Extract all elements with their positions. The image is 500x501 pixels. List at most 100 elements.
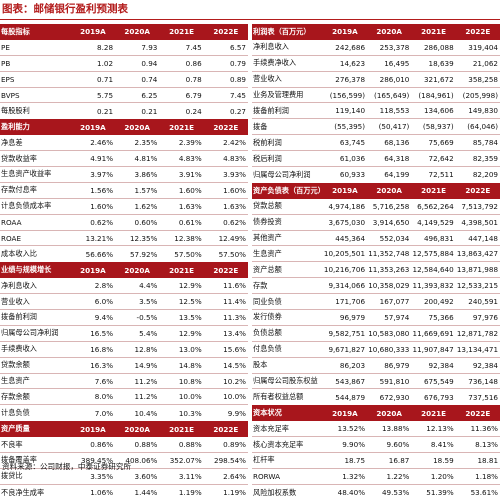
year-header: 2020A [124, 27, 150, 37]
row-label: 所有者权益总额 [253, 392, 304, 402]
cell-value: 321,672 [423, 74, 454, 84]
table-section: 资本状况 2019A 2020A 2021E 2022E 资本充足率 13.52% 13.88… [252, 405, 500, 500]
row-label: 业务及管理费用 [253, 90, 304, 99]
cell-value: 11,353,263 [368, 265, 410, 275]
table-row: 税后利润 61,036 64,318 72,642 82,359 [252, 151, 500, 168]
left-column: 每股指标 2019A 2020A 2021E 2022E PE 8.28 7.93 7.45 6.… [0, 24, 248, 501]
cell-value: 0.88% [134, 440, 158, 450]
cell-value: 6.0% [94, 297, 114, 307]
cell-value: 0.21 [97, 106, 114, 116]
cell-value: 61,036 [339, 154, 366, 164]
cell-value: 1.20% [430, 471, 454, 481]
table-row: 归属母公司股东权益 543,867 591,810 675,549 736,148 [252, 374, 500, 390]
row-label: 每股股利 [1, 106, 30, 116]
cell-value: 92,384 [428, 360, 454, 370]
right-column: 利润表（百万元） 2019A 2020A 2021E 2022E 净利息收入 242,686… [252, 24, 500, 501]
section-header-label: 业绩与规模增长 [1, 265, 52, 275]
year-header: 2020A [124, 265, 150, 275]
cell-value: 13.88% [381, 424, 410, 434]
cell-value: 12.38% [174, 233, 202, 243]
cell-value: 0.88% [178, 440, 202, 450]
cell-value: 10.2% [223, 376, 247, 386]
cell-value: (184,961) [418, 90, 454, 100]
cell-value: 447,148 [468, 233, 499, 243]
cell-value: 389.45% [81, 455, 114, 465]
row-label: BVPS [1, 90, 20, 100]
row-label: 存款余额 [1, 391, 30, 401]
cell-value: 298.54% [214, 455, 247, 465]
year-header: 2021E [421, 186, 446, 196]
table-row: 成本收入比 56.66% 57.92% 57.50% 57.50% [0, 246, 248, 262]
year-header: 2019A [80, 265, 106, 275]
cell-value: 12,533,215 [456, 281, 499, 291]
cell-value: 0.61% [178, 217, 202, 227]
row-label: 归属母公司净利润 [253, 169, 311, 179]
row-label: 计息负债成本率 [1, 201, 52, 211]
cell-value: 171,706 [335, 297, 366, 307]
cell-value: 57,974 [384, 312, 410, 322]
table-row: 风险加权系数 48.40% 49.53% 51.39% 53.61% [252, 485, 500, 501]
cell-value: 544,879 [335, 392, 366, 402]
cell-value: 0.60% [134, 217, 158, 227]
cell-value: 0.86% [90, 440, 114, 450]
cell-value: 57.50% [218, 249, 247, 259]
cell-value: 253,378 [379, 42, 410, 52]
cell-value: 0.21 [141, 106, 158, 116]
cell-value: 10,680,333 [368, 344, 410, 354]
cell-value: (156,599) [329, 90, 366, 100]
cell-value: 0.62% [223, 217, 247, 227]
row-label: 拨备 [253, 121, 268, 131]
table-section: 业绩与规模增长 2019A 2020A 2021E 2022E 净利息收入 2.8% 4.4%… [0, 262, 248, 421]
table-row: 归属母公司净利润 16.5% 5.4% 12.9% 13.4% [0, 326, 248, 342]
cell-value: 9.90% [342, 440, 366, 450]
table-row: ROAA 0.62% 0.60% 0.61% 0.62% [0, 215, 248, 231]
table-row: 归属母公司净利润 60,933 64,199 72,511 82,209 [252, 167, 500, 183]
cell-value: 97,976 [472, 312, 499, 322]
table-row: 不良率 0.86% 0.88% 0.88% 0.89% [0, 437, 248, 454]
cell-value: 2.8% [94, 281, 114, 291]
year-header: 2021E [169, 27, 194, 37]
year-header: 2021E [169, 424, 194, 434]
cell-value: 1.56% [90, 185, 114, 195]
cell-value: 8.13% [475, 440, 499, 450]
cell-value: 3,675,030 [328, 217, 366, 227]
table-row: 手续费收入 16.8% 12.8% 13.0% 15.6% [0, 342, 248, 358]
cell-value: 319,404 [468, 42, 499, 52]
table-section: 利润表（百万元） 2019A 2020A 2021E 2022E 净利息收入 242,686… [252, 24, 500, 183]
cell-value: 12.8% [134, 344, 158, 354]
row-label: 发行债券 [253, 312, 282, 322]
cell-value: 57.92% [129, 249, 158, 259]
table-row: 手续费净收入 14,623 16,495 18,639 21,062 [252, 56, 500, 72]
cell-value: 543,867 [335, 376, 366, 386]
cell-value: 1.62% [134, 201, 158, 211]
cell-value: 96,979 [339, 312, 366, 322]
table-row: EPS 0.71 0.74 0.78 0.89 [0, 72, 248, 88]
cell-value: 11.3% [223, 312, 247, 322]
table-row: 债券投资 3,675,030 3,914,650 4,149,529 4,398,501 [252, 215, 500, 231]
figure-title: 图表：邮储银行盈利预测表 [2, 3, 128, 15]
cell-value: 1.63% [178, 201, 202, 211]
row-label: 债券投资 [253, 217, 282, 227]
cell-value: 12.13% [426, 424, 454, 434]
cell-value: (64,046) [467, 122, 499, 132]
cell-value: 5.4% [139, 328, 158, 338]
cell-value: (165,649) [374, 90, 410, 100]
row-label: 付息负债 [253, 344, 282, 354]
row-label: 净利息收入 [253, 42, 289, 52]
cell-value: 286,010 [379, 74, 410, 84]
cell-value: 1.57% [134, 185, 158, 195]
year-header: 2021E [421, 408, 446, 418]
year-header: 2019A [80, 424, 106, 434]
year-header: 2022E [213, 265, 239, 275]
cell-value: (58,937) [422, 122, 454, 132]
table-row: 贷款总额 4,974,186 5,716,258 6,562,264 7,513,792 [252, 199, 500, 215]
cell-value: 1.63% [223, 201, 247, 211]
table-row: 付息负债 9,671,827 10,680,333 11,907,847 13,134,… [252, 342, 500, 358]
row-label: 核心资本充足率 [253, 439, 304, 449]
row-label: 计息负债 [1, 408, 30, 418]
section-header-label: 资产负债表（百万元） [253, 185, 323, 195]
cell-value: 11.6% [223, 281, 247, 291]
table-row: 营业收入 276,378 286,010 321,672 358,258 [252, 72, 500, 88]
cell-value: 242,686 [335, 42, 366, 52]
row-label: 拨贷比 [1, 471, 23, 481]
